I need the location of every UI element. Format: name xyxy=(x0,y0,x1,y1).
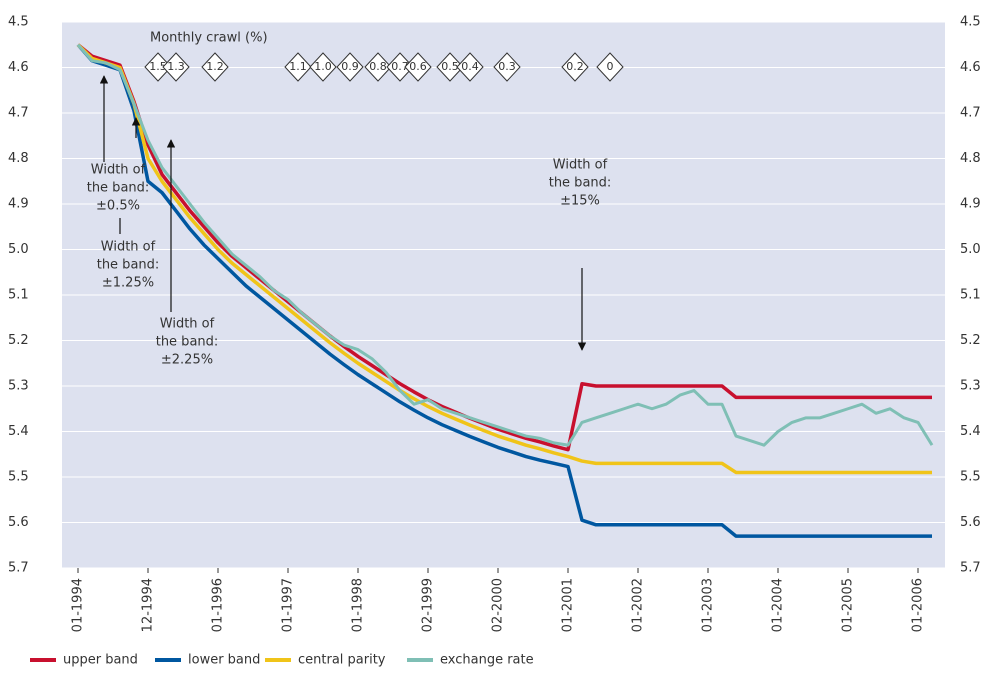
y-tick-label: 4.7 xyxy=(8,106,29,121)
crawl-label: 0.7 xyxy=(391,60,409,73)
y2-tick-label: 5.1 xyxy=(960,288,981,303)
crawl-diamond xyxy=(436,52,464,82)
legend-label: upper band xyxy=(63,653,138,668)
crawl-diamond xyxy=(561,52,589,82)
y-tick-label: 4.9 xyxy=(8,197,29,212)
y2-tick-label: 5.0 xyxy=(960,242,981,257)
band-note: ±0.5% xyxy=(96,199,140,214)
x-tick-label: 01-1994 xyxy=(71,578,86,632)
x-tick-label: 01-2003 xyxy=(701,578,716,632)
y2-tick-label: 5.4 xyxy=(960,424,981,439)
band-note: ±15% xyxy=(560,194,600,209)
y2-tick-label: 4.5 xyxy=(960,15,981,30)
series-line xyxy=(76,43,932,452)
y2-tick-label: 5.3 xyxy=(960,379,981,394)
crawl-diamond xyxy=(284,52,312,82)
y-tick-label: 4.6 xyxy=(8,60,29,75)
x-tick-label: 01-1998 xyxy=(351,578,366,632)
y-tick-label: 5.2 xyxy=(8,333,29,348)
crawl-label: 1.1 xyxy=(289,60,307,73)
y-tick-label: 5.5 xyxy=(8,470,29,485)
crawl-label: 1.3 xyxy=(167,60,185,73)
y2-tick-label: 4.7 xyxy=(960,106,981,121)
crawl-label: 0.6 xyxy=(409,60,427,73)
x-tick-label: 01-2004 xyxy=(771,578,786,632)
crawl-title: Monthly crawl (%) xyxy=(150,31,268,46)
crawl-diamond xyxy=(336,52,364,82)
x-tick-label: 01-2005 xyxy=(841,578,856,632)
crawl-label: 0.4 xyxy=(461,60,479,73)
band-note: ±1.25% xyxy=(102,276,154,291)
crawl-diamond xyxy=(309,52,337,82)
x-tick-label: 01-1997 xyxy=(281,578,296,632)
band-note: Width of xyxy=(160,317,215,332)
crawl-label: 0.8 xyxy=(369,60,387,73)
band-note: the band: xyxy=(156,335,219,350)
crawl-diamond xyxy=(364,52,392,82)
legend-label: lower band xyxy=(188,653,260,668)
y-tick-label: 5.3 xyxy=(8,379,29,394)
crawl-label: 1.2 xyxy=(206,60,224,73)
x-tick-label: 01-1996 xyxy=(211,578,226,632)
y2-tick-label: 5.7 xyxy=(960,561,981,576)
x-tick-label: 12-1994 xyxy=(141,578,156,632)
crawl-label: 1.0 xyxy=(314,60,332,73)
y2-tick-label: 5.6 xyxy=(960,515,981,530)
y-tick-label: 5.0 xyxy=(8,242,29,257)
band-note: the band: xyxy=(549,176,612,191)
y-tick-label: 5.6 xyxy=(8,515,29,530)
series-line xyxy=(76,43,932,475)
y2-tick-label: 4.6 xyxy=(960,60,981,75)
crawl-label: 0.2 xyxy=(566,60,584,73)
crawl-diamond xyxy=(456,52,484,82)
crawl-label: 0.9 xyxy=(341,60,359,73)
y2-tick-label: 5.2 xyxy=(960,333,981,348)
x-tick-label: 02-1999 xyxy=(421,578,436,632)
y-tick-label: 5.7 xyxy=(8,561,29,576)
y-tick-label: 5.1 xyxy=(8,288,29,303)
legend-label: central parity xyxy=(298,653,386,668)
x-tick-label: 02-2000 xyxy=(491,578,506,632)
y-tick-label: 4.5 xyxy=(8,15,29,30)
y-tick-label: 5.4 xyxy=(8,424,29,439)
band-note: Width of xyxy=(91,163,146,178)
band-note: the band: xyxy=(87,181,150,196)
band-note: Width of xyxy=(553,158,608,173)
x-tick-label: 01-2002 xyxy=(631,578,646,632)
crawl-label: 0 xyxy=(607,60,614,73)
band-note: the band: xyxy=(97,258,160,273)
band-note: Width of xyxy=(101,240,156,255)
crawl-label: 0.3 xyxy=(498,60,516,73)
crawl-label: 1.5 xyxy=(149,60,167,73)
y2-tick-label: 5.5 xyxy=(960,470,981,485)
y-tick-label: 4.8 xyxy=(8,151,29,166)
crawl-label: 0.5 xyxy=(441,60,459,73)
y2-tick-label: 4.8 xyxy=(960,151,981,166)
band-note: ±2.25% xyxy=(161,353,213,368)
y2-tick-label: 4.9 xyxy=(960,197,981,212)
x-tick-label: 01-2006 xyxy=(911,578,926,632)
x-tick-label: 01-2001 xyxy=(561,578,576,632)
crawl-diamond xyxy=(404,52,432,82)
legend-label: exchange rate xyxy=(440,653,534,668)
crawl-diamond xyxy=(162,52,190,82)
crawl-diamond xyxy=(596,52,624,82)
crawl-diamond xyxy=(493,52,521,82)
series-line xyxy=(76,43,934,447)
crawl-diamond xyxy=(201,52,229,82)
series-line xyxy=(76,43,932,538)
